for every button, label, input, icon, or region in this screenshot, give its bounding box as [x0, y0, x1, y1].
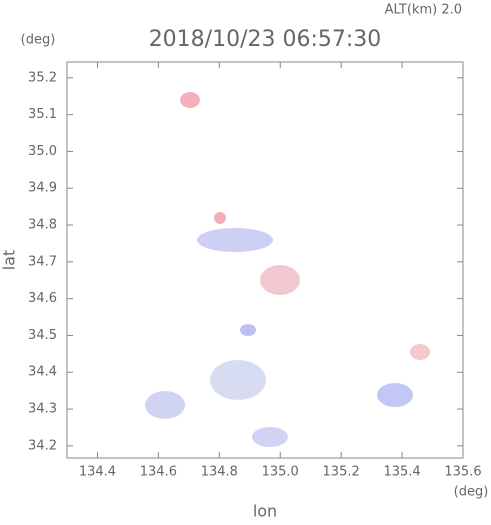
- echo: [180, 92, 200, 108]
- y-axis-label: lat: [0, 250, 19, 271]
- x-tick-label: 134.4: [79, 465, 116, 480]
- echo: [214, 212, 226, 224]
- y-tick-label: 34.7: [28, 254, 57, 269]
- echo: [240, 324, 256, 336]
- x-tick-label: 135.2: [323, 465, 360, 480]
- x-tick-label: 134.6: [140, 465, 177, 480]
- y-tick-label: 35.1: [28, 107, 57, 122]
- y-tick-label: 34.8: [28, 218, 57, 233]
- y-tick-label: 35.0: [28, 144, 57, 159]
- echo: [260, 265, 300, 295]
- plot-frame: [66, 61, 464, 459]
- y-unit: (deg): [21, 33, 56, 48]
- y-tick-label: 34.6: [28, 291, 57, 306]
- altitude-label: ALT(km) 2.0: [385, 3, 462, 18]
- echo: [197, 228, 273, 252]
- y-tick-label: 34.2: [28, 438, 57, 453]
- y-tick-label: 34.9: [28, 181, 57, 196]
- echoes: [145, 92, 430, 447]
- echo: [210, 360, 266, 400]
- y-tick-label: 35.2: [28, 70, 57, 85]
- y-tick-label: 34.3: [28, 402, 57, 417]
- x-tick-label: 134.8: [201, 465, 238, 480]
- x-tick-label: 135.0: [262, 465, 299, 480]
- x-unit: (deg): [454, 485, 489, 500]
- y-tick-label: 34.5: [28, 328, 57, 343]
- echo: [252, 427, 288, 447]
- x-tick-label: 135.4: [383, 465, 420, 480]
- echo: [377, 383, 413, 407]
- chart-title: 2018/10/23 06:57:30: [149, 27, 382, 52]
- y-tick-label: 34.4: [28, 365, 57, 380]
- echo: [145, 391, 185, 419]
- x-tick-label: 135.6: [444, 465, 481, 480]
- x-axis-label: lon: [253, 502, 277, 521]
- echo: [410, 344, 430, 360]
